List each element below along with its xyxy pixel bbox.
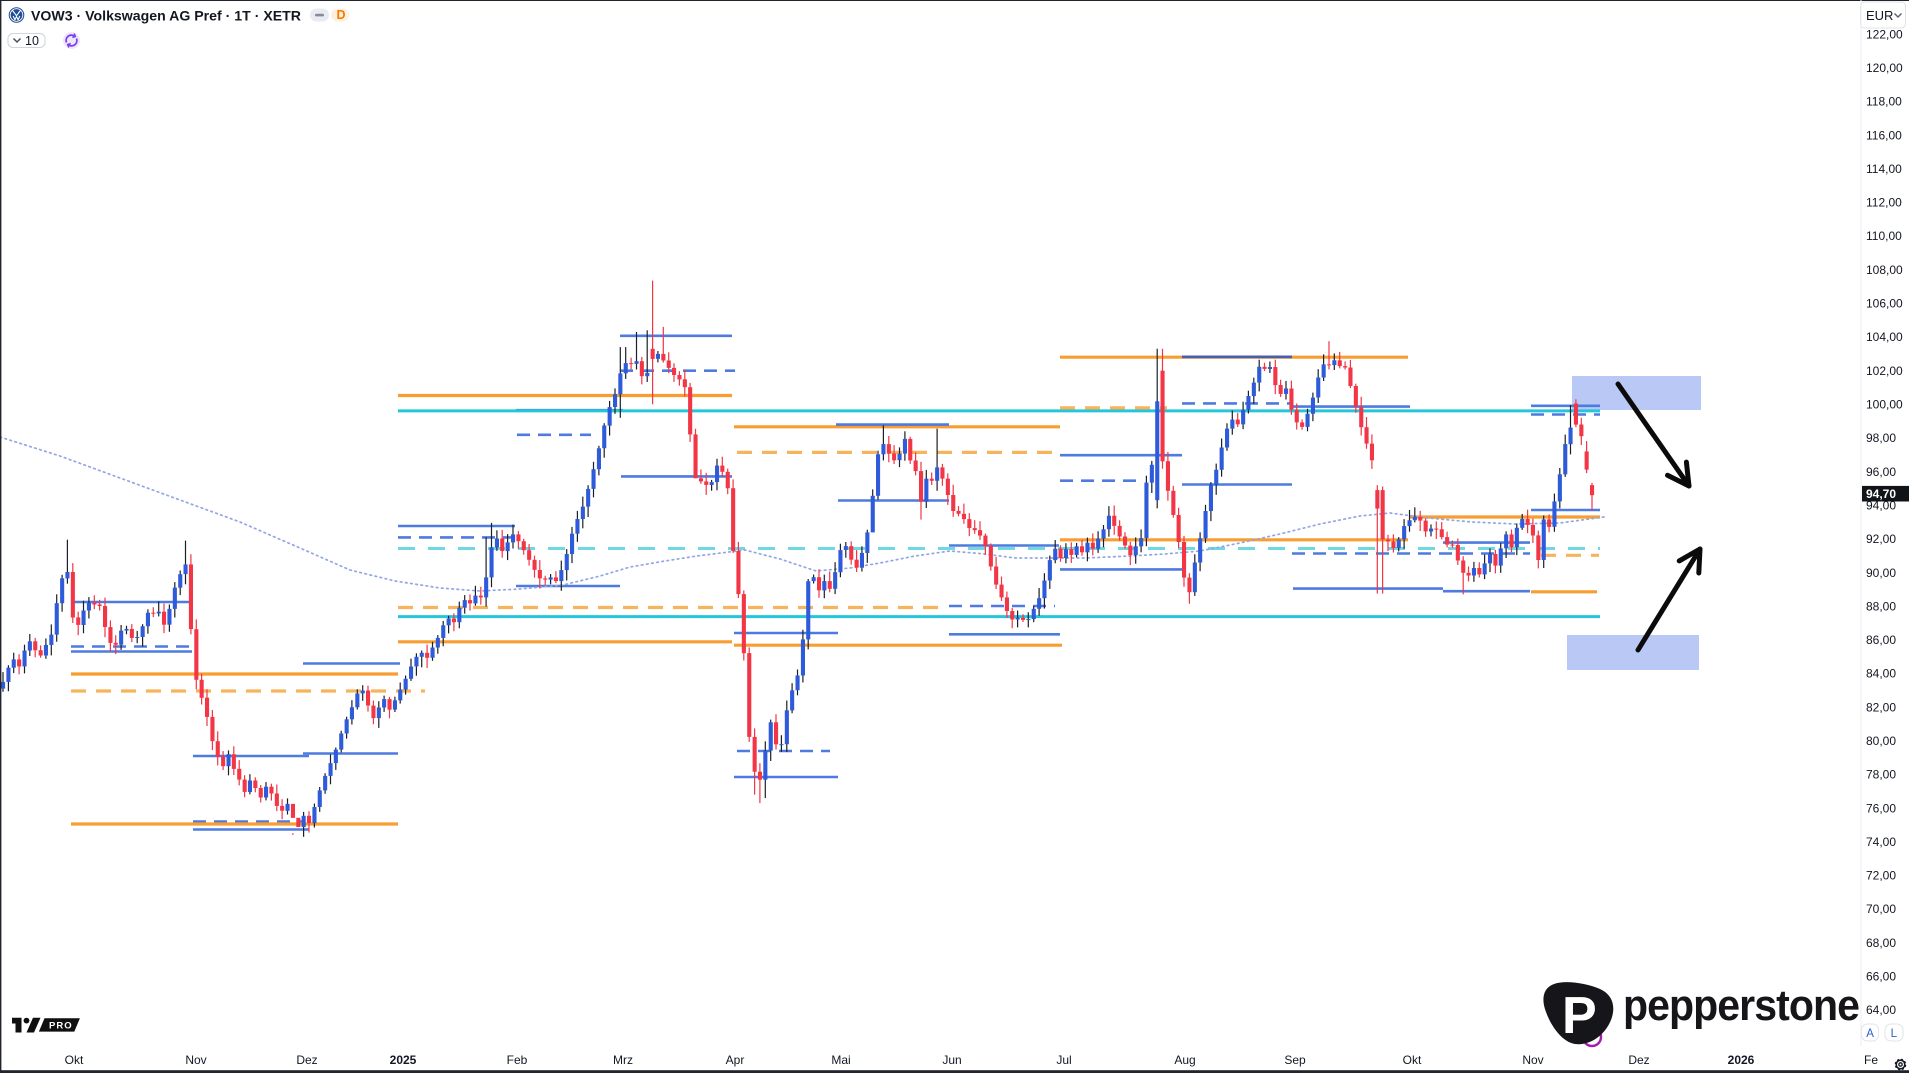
svg-text:Apr: Apr xyxy=(726,1053,745,1067)
svg-text:64,00: 64,00 xyxy=(1866,1003,1896,1017)
svg-text:Okt: Okt xyxy=(65,1053,84,1067)
svg-text:68,00: 68,00 xyxy=(1866,936,1896,950)
svg-text:122,00: 122,00 xyxy=(1866,27,1903,41)
svg-text:104,00: 104,00 xyxy=(1866,330,1903,344)
svg-text:74,00: 74,00 xyxy=(1866,835,1896,849)
svg-text:118,00: 118,00 xyxy=(1866,95,1902,109)
svg-text:2025: 2025 xyxy=(390,1053,417,1067)
svg-text:Nov: Nov xyxy=(185,1053,206,1067)
svg-text:72,00: 72,00 xyxy=(1866,869,1896,883)
svg-text:78,00: 78,00 xyxy=(1866,768,1896,782)
svg-text:86,00: 86,00 xyxy=(1866,633,1896,647)
svg-text:EUR: EUR xyxy=(1866,8,1893,23)
svg-text:Nov: Nov xyxy=(1522,1053,1543,1067)
svg-text:114,00: 114,00 xyxy=(1866,162,1902,176)
svg-text:90,00: 90,00 xyxy=(1866,566,1896,580)
svg-text:94,00: 94,00 xyxy=(1866,498,1896,512)
svg-text:Dez: Dez xyxy=(296,1053,317,1067)
svg-text:110,00: 110,00 xyxy=(1866,229,1902,243)
svg-text:92,00: 92,00 xyxy=(1866,532,1896,546)
svg-text:70,00: 70,00 xyxy=(1866,902,1896,916)
svg-text:76,00: 76,00 xyxy=(1866,801,1896,815)
svg-text:116,00: 116,00 xyxy=(1866,128,1902,142)
svg-text:L: L xyxy=(1891,1028,1898,1040)
svg-text:Aug: Aug xyxy=(1174,1053,1195,1067)
svg-text:Mrz: Mrz xyxy=(613,1053,633,1067)
svg-text:Fe: Fe xyxy=(1864,1053,1878,1067)
svg-text:98,00: 98,00 xyxy=(1866,431,1896,445)
svg-text:84,00: 84,00 xyxy=(1866,667,1896,681)
svg-text:66,00: 66,00 xyxy=(1866,970,1896,984)
svg-text:120,00: 120,00 xyxy=(1866,61,1903,75)
svg-text:112,00: 112,00 xyxy=(1866,196,1902,210)
svg-text:D: D xyxy=(337,8,346,22)
svg-text:10: 10 xyxy=(25,34,39,48)
svg-text:80,00: 80,00 xyxy=(1866,734,1896,748)
svg-text:88,00: 88,00 xyxy=(1866,599,1896,613)
svg-text:102,00: 102,00 xyxy=(1866,364,1903,378)
svg-text:96,00: 96,00 xyxy=(1866,465,1896,479)
svg-text:106,00: 106,00 xyxy=(1866,297,1903,311)
svg-text:Jun: Jun xyxy=(942,1053,961,1067)
svg-text:100,00: 100,00 xyxy=(1866,398,1903,412)
svg-text:Jul: Jul xyxy=(1056,1053,1071,1067)
svg-text:A: A xyxy=(1866,1028,1874,1040)
svg-text:PRO: PRO xyxy=(49,1021,73,1032)
svg-text:Mai: Mai xyxy=(831,1053,850,1067)
svg-text:Feb: Feb xyxy=(507,1053,528,1067)
svg-text:P: P xyxy=(1562,987,1597,1045)
svg-text:pepperstone: pepperstone xyxy=(1623,981,1859,1030)
svg-text:Okt: Okt xyxy=(1403,1053,1422,1067)
svg-text:Sep: Sep xyxy=(1284,1053,1306,1067)
svg-text:Dez: Dez xyxy=(1628,1053,1649,1067)
svg-text:2026: 2026 xyxy=(1728,1053,1755,1067)
svg-text:94,70: 94,70 xyxy=(1866,487,1896,501)
svg-text:82,00: 82,00 xyxy=(1866,700,1896,714)
svg-text:VOW3 · Volkswagen AG Pref · 1T: VOW3 · Volkswagen AG Pref · 1T · XETR xyxy=(31,8,301,24)
svg-text:108,00: 108,00 xyxy=(1866,263,1903,277)
